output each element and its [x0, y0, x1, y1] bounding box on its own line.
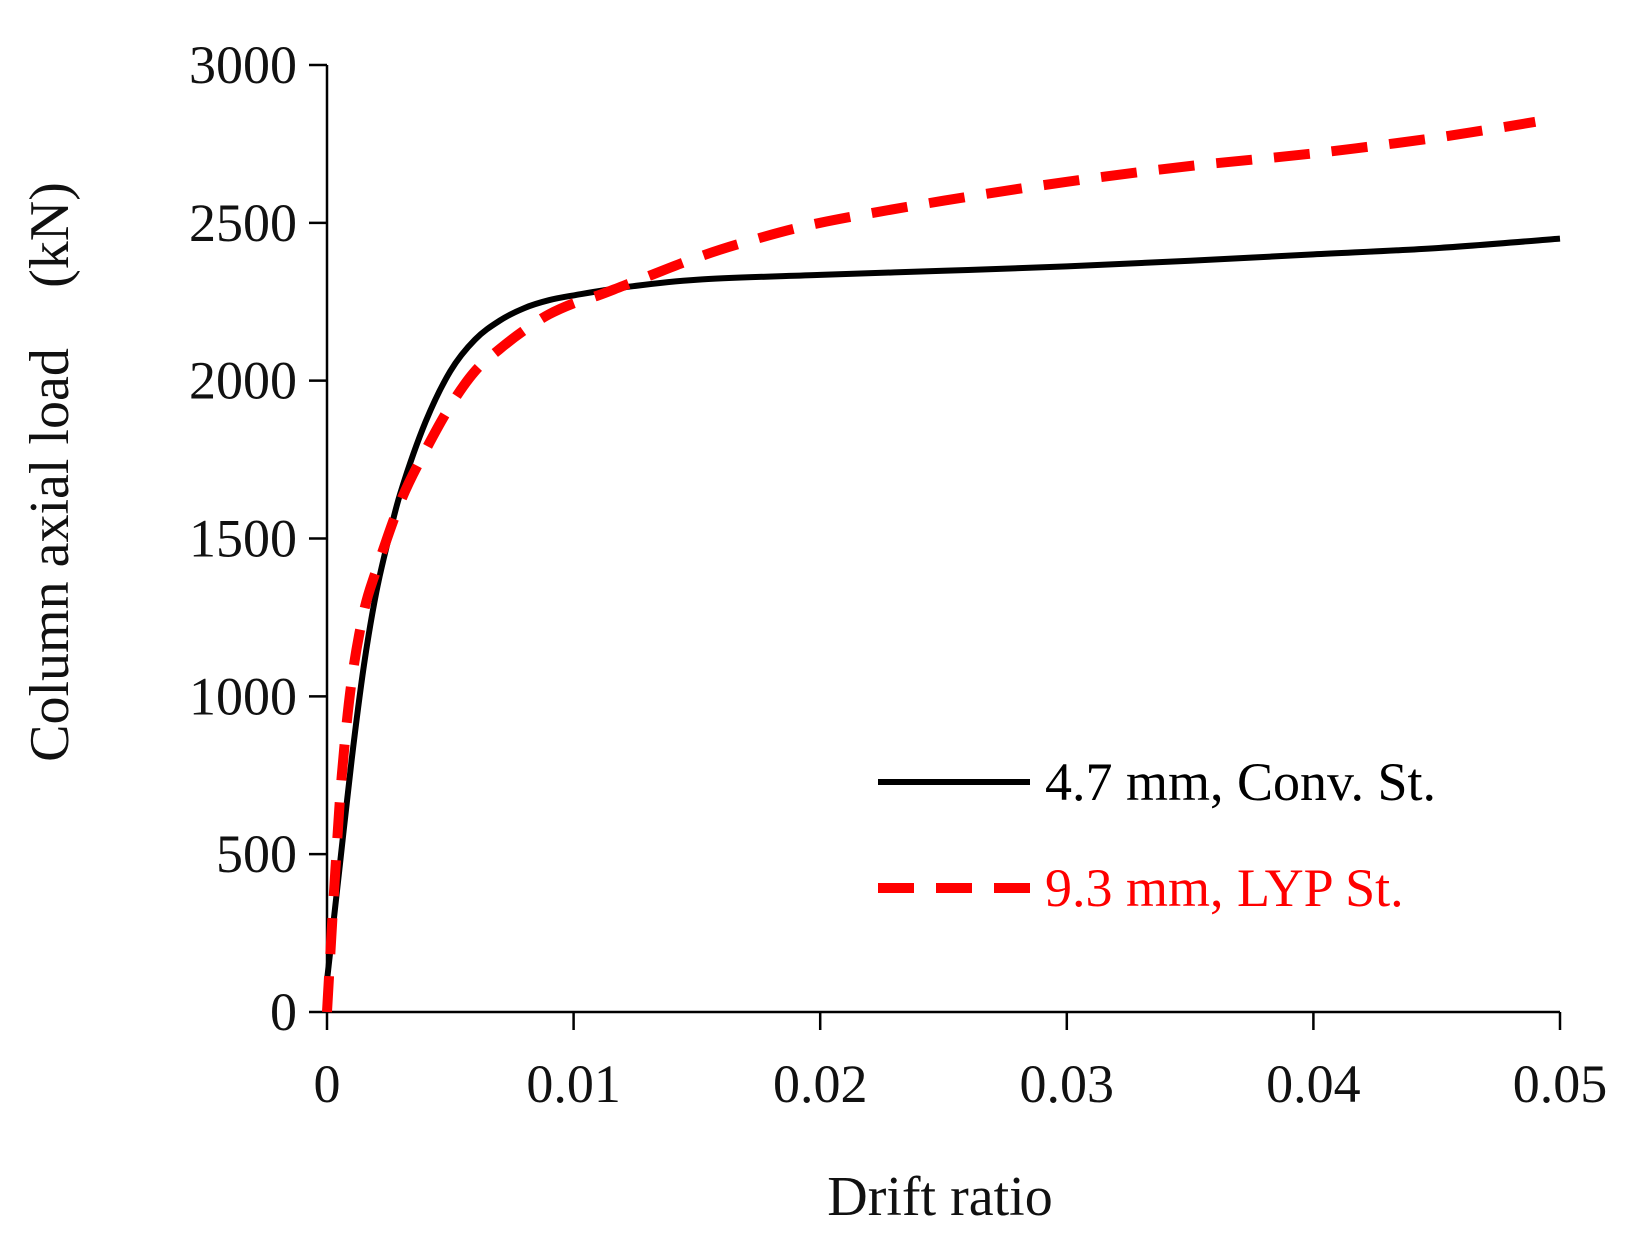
x-tick-label: 0.03 — [1020, 1054, 1115, 1114]
x-axis-ticks: 0 0.01 0.02 0.03 0.04 0.05 — [314, 1012, 1608, 1114]
series-line-conv-st — [324, 235, 1561, 981]
y-tick-label: 3000 — [189, 35, 297, 95]
x-tick-label: 0.05 — [1513, 1054, 1608, 1114]
y-axis-unit: (kN) — [19, 182, 81, 288]
y-tick-label: 0 — [270, 982, 297, 1042]
x-tick-label: 0.02 — [773, 1054, 868, 1114]
y-axis-title: Column axial load — [19, 348, 81, 762]
y-tick-label: 2500 — [189, 193, 297, 253]
x-tick-label: 0.04 — [1266, 1054, 1361, 1114]
y-tick-label: 2000 — [189, 351, 297, 411]
plot-area: 0 500 1000 1500 2000 2500 3000 0 0.01 0.02 0.03 0.… — [189, 35, 1607, 1114]
legend: 4.7 mm, Conv. St. 9.3 mm, LYP St. — [878, 752, 1436, 918]
y-tick-label: 500 — [216, 824, 297, 884]
x-tick-label: 0 — [314, 1054, 341, 1114]
x-axis-title: Drift ratio — [827, 1166, 1052, 1228]
y-tick-label: 1500 — [189, 509, 297, 569]
legend-label-conv-st: 4.7 mm, Conv. St. — [1045, 752, 1436, 812]
x-tick-label: 0.01 — [526, 1054, 621, 1114]
series-layer — [322, 116, 1561, 1013]
series-line-lyp-st — [322, 116, 1537, 1013]
legend-label-lyp-st: 9.3 mm, LYP St. — [1045, 858, 1404, 918]
y-tick-label: 1000 — [189, 666, 297, 726]
y-axis-ticks: 0 500 1000 1500 2000 2500 3000 — [189, 35, 327, 1042]
